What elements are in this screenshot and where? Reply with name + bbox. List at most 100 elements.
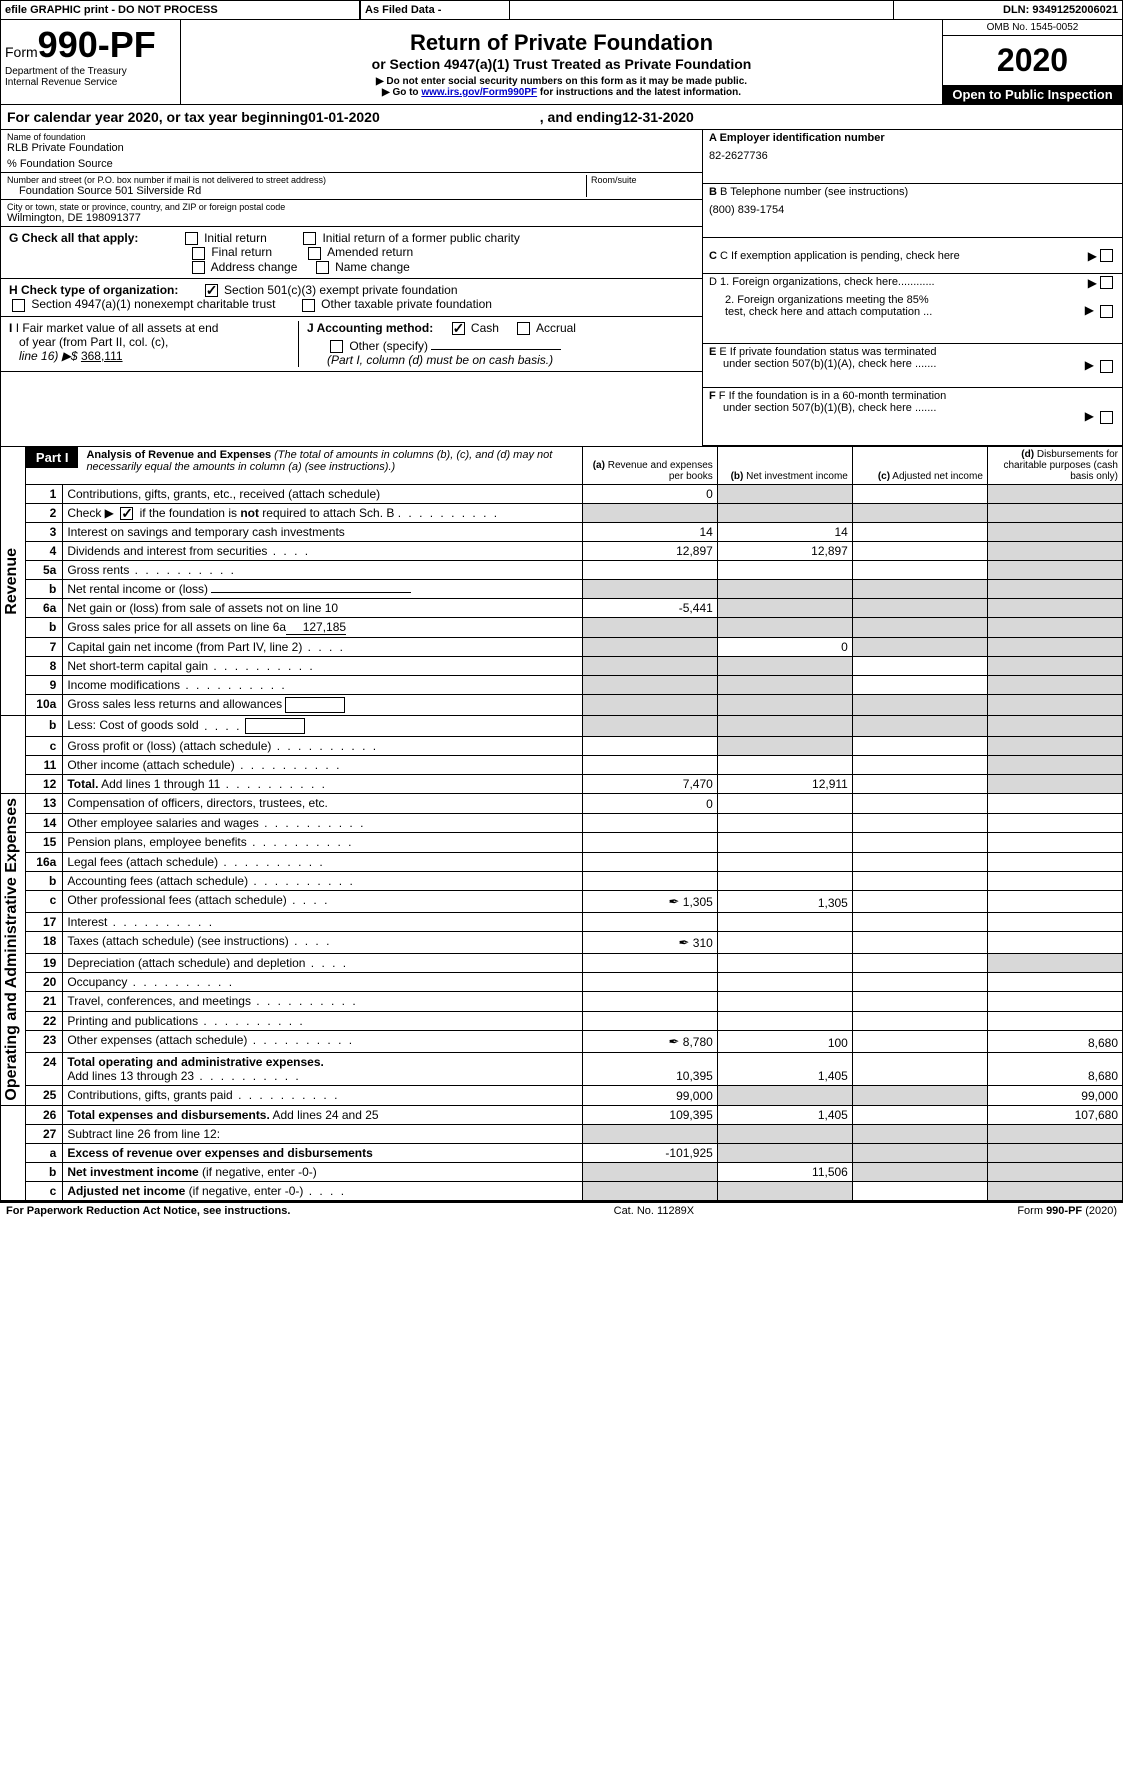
j-accrual[interactable]: [517, 322, 530, 335]
r1-a: 0: [582, 485, 717, 504]
header-right: OMB No. 1545-0052 2020 Open to Public In…: [942, 20, 1122, 104]
efile-notice: efile GRAPHIC print - DO NOT PROCESS: [0, 0, 360, 20]
row-16c: cOther professional fees (attach schedul…: [1, 891, 1123, 912]
ein-block: A Employer identification number 82-2627…: [703, 130, 1122, 184]
row-13: Operating and Administrative Expenses 13…: [1, 794, 1123, 813]
row-1: 1 Contributions, gifts, grants, etc., re…: [1, 485, 1123, 504]
section-h: H Check type of organization: Section 50…: [1, 279, 702, 317]
row-6a: 6a Net gain or (loss) from sale of asset…: [1, 599, 1123, 618]
attach-icon[interactable]: ✒: [679, 935, 690, 950]
section-e: E E If private foundation status was ter…: [703, 344, 1122, 388]
expenses-side-label: Operating and Administrative Expenses: [1, 794, 26, 1106]
col-d-head: (d) Disbursements for charitable purpose…: [987, 447, 1122, 485]
dept: Department of the Treasury: [5, 66, 176, 77]
irs: Internal Revenue Service: [5, 77, 176, 88]
row-14: 14Other employee salaries and wages: [1, 813, 1123, 832]
row-19: 19Depreciation (attach schedule) and dep…: [1, 953, 1123, 972]
row-5a: 5a Gross rents: [1, 561, 1123, 580]
row-4: 4 Dividends and interest from securities…: [1, 542, 1123, 561]
analysis-table: Revenue Part I Analysis of Revenue and E…: [0, 446, 1123, 1201]
h-501c3[interactable]: [205, 284, 218, 297]
g-name-change[interactable]: [316, 261, 329, 274]
j-cash[interactable]: [452, 322, 465, 335]
section-g: G Check all that apply: Initial return I…: [1, 227, 702, 279]
footer-cat: Cat. No. 11289X: [614, 1205, 695, 1217]
tax-year: 2020: [943, 36, 1122, 85]
row-6b: b Gross sales price for all assets on li…: [1, 618, 1123, 638]
row-16a: 16aLegal fees (attach schedule): [1, 852, 1123, 871]
attach-icon[interactable]: ✒: [669, 894, 680, 909]
section-f: F F If the foundation is in a 60-month t…: [703, 388, 1122, 446]
phone: (800) 839-1754: [709, 204, 1116, 216]
row-10c: c Gross profit or (loss) (attach schedul…: [1, 737, 1123, 756]
row-24: 24Total operating and administrative exp…: [1, 1052, 1123, 1086]
d1-checkbox[interactable]: [1100, 276, 1113, 289]
info-right: A Employer identification number 82-2627…: [702, 130, 1122, 446]
row-20: 20Occupancy: [1, 973, 1123, 992]
c-checkbox[interactable]: [1100, 249, 1113, 262]
e-checkbox[interactable]: [1100, 360, 1113, 373]
form-number: 990-PF: [38, 24, 156, 65]
row-8: 8 Net short-term capital gain: [1, 657, 1123, 676]
row-10a: 10a Gross sales less returns and allowan…: [1, 695, 1123, 716]
r6b-value: 127,185: [286, 620, 346, 635]
g-amended[interactable]: [308, 247, 321, 260]
h-4947[interactable]: [12, 299, 25, 312]
g-initial-former[interactable]: [303, 232, 316, 245]
foundation-info: Name of foundation RLB Private Foundatio…: [0, 130, 1123, 446]
section-c: C C If exemption application is pending,…: [703, 238, 1122, 274]
row-7: 7 Capital gain net income (from Part IV,…: [1, 638, 1123, 657]
schb-checkbox[interactable]: [120, 507, 133, 520]
care-of: % Foundation Source: [7, 158, 696, 170]
name-block: Name of foundation RLB Private Foundatio…: [1, 130, 702, 173]
part-label: Part I: [26, 447, 79, 468]
row-21: 21Travel, conferences, and meetings: [1, 992, 1123, 1011]
info-left: Name of foundation RLB Private Foundatio…: [1, 130, 702, 446]
header-left: Form990-PF Department of the Treasury In…: [1, 20, 181, 104]
row-25: 25Contributions, gifts, grants paid99,00…: [1, 1086, 1123, 1105]
form-prefix: Form: [5, 44, 38, 60]
ssn-warning: ▶ Do not enter social security numbers o…: [185, 76, 938, 87]
f-checkbox[interactable]: [1100, 411, 1113, 424]
spacer: [510, 0, 893, 20]
attach-icon[interactable]: ✒: [669, 1034, 680, 1049]
row-22: 22Printing and publications: [1, 1011, 1123, 1030]
row-12: 12 Total. Add lines 1 through 11 7,470 1…: [1, 775, 1123, 794]
goto-line: ▶ Go to www.irs.gov/Form990PF for instru…: [185, 87, 938, 98]
g-final[interactable]: [192, 247, 205, 260]
omb: OMB No. 1545-0052: [943, 20, 1122, 36]
row-15: 15Pension plans, employee benefits: [1, 833, 1123, 852]
dln-label: DLN:: [1003, 4, 1029, 16]
year-end: 12-31-2020: [622, 109, 694, 125]
row-11: 11 Other income (attach schedule): [1, 756, 1123, 775]
j-other[interactable]: [330, 340, 343, 353]
g-address-change[interactable]: [192, 261, 205, 274]
as-filed: As Filed Data -: [360, 0, 510, 20]
city-block: City or town, state or province, country…: [1, 200, 702, 227]
form-subtitle: or Section 4947(a)(1) Trust Treated as P…: [185, 56, 938, 72]
row-27: 27Subtract line 26 from line 12:: [1, 1124, 1123, 1143]
footer-left: For Paperwork Reduction Act Notice, see …: [6, 1205, 290, 1217]
row-5b: b Net rental income or (loss): [1, 580, 1123, 599]
row-26: 26Total expenses and disbursements. Add …: [1, 1105, 1123, 1124]
form-header: Form990-PF Department of the Treasury In…: [0, 20, 1123, 105]
irs-link[interactable]: www.irs.gov/Form990PF: [421, 87, 537, 98]
page-footer: For Paperwork Reduction Act Notice, see …: [0, 1201, 1123, 1219]
ein: 82-2627736: [709, 150, 1116, 162]
row-27a: aExcess of revenue over expenses and dis…: [1, 1143, 1123, 1162]
fmv-value: 368,111: [81, 349, 123, 363]
row-23: 23Other expenses (attach schedule)✒ 8,78…: [1, 1031, 1123, 1052]
dln-value: 93491252006021: [1032, 4, 1118, 16]
section-d: D 1. Foreign organizations, check here..…: [703, 274, 1122, 344]
form-title: Return of Private Foundation: [185, 30, 938, 56]
d2-checkbox[interactable]: [1100, 305, 1113, 318]
inspection-notice: Open to Public Inspection: [943, 85, 1122, 104]
g-initial-return[interactable]: [185, 232, 198, 245]
phone-label: B B Telephone number (see instructions): [709, 186, 1116, 198]
row-9: 9 Income modifications: [1, 676, 1123, 695]
city-state-zip: Wilmington, DE 198091377: [7, 212, 696, 224]
row-16b: bAccounting fees (attach schedule): [1, 871, 1123, 890]
row-18: 18Taxes (attach schedule) (see instructi…: [1, 932, 1123, 953]
year-begin: 01-01-2020: [308, 109, 380, 125]
h-other-taxable[interactable]: [302, 299, 315, 312]
